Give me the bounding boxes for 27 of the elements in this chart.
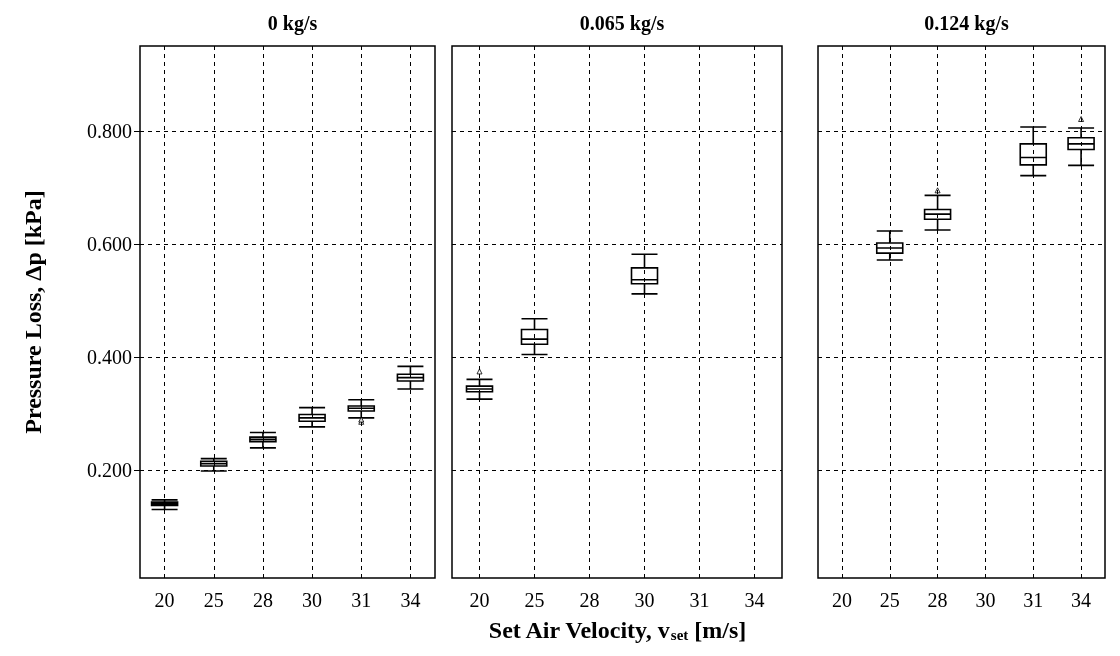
x-axis-title: Set Air Velocity, vset [m/s] [488,617,747,643]
x-tick-label: 25 [879,589,900,611]
x-tick-label: 31 [689,589,710,611]
x-tick-label: 31 [1023,589,1044,611]
x-tick-label: 28 [252,589,273,611]
x-tick-label: 34 [1071,589,1092,611]
y-tick-label: 0.800 [87,119,132,142]
chart-title: 0 kg/s [267,12,318,35]
x-tick-label: 28 [579,589,600,611]
chart-title: 0.124 kg/s [924,12,1009,35]
y-tick-label: 0.200 [87,459,132,482]
x-tick-label: 30 [634,589,655,611]
chart-title: 0.065 kg/s [579,12,665,35]
x-tick-label: 31 [351,589,372,611]
x-tick-label: 30 [975,589,996,611]
x-tick-label: 34 [400,589,421,611]
x-tick-label: 25 [524,589,545,611]
x-tick-label: 25 [203,589,224,611]
y-tick-label: 0.600 [87,233,132,256]
x-tick-label: 30 [302,589,323,611]
x-tick-label: 20 [831,589,852,611]
x-tick-label: 34 [744,589,765,611]
y-axis-title: Pressure Loss, Δp [kPa] [20,190,46,434]
y-tick-label: 0.400 [87,346,132,369]
x-tick-label: 20 [469,589,490,611]
x-tick-label: 28 [927,589,948,611]
x-tick-label: 20 [154,589,175,611]
